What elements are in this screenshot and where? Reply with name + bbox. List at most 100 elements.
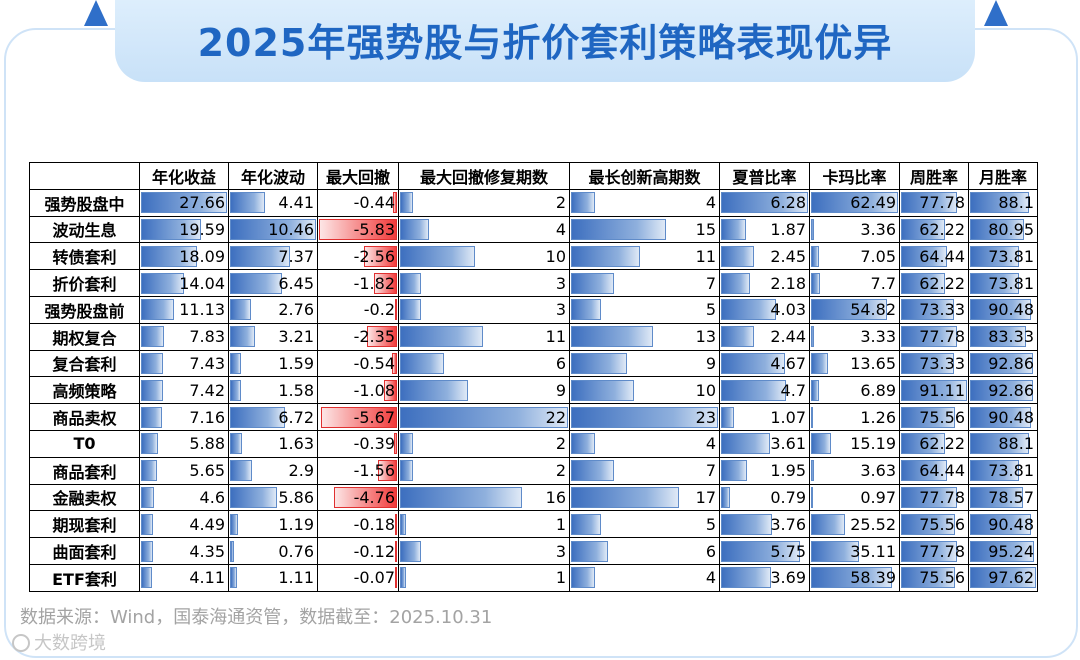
row-label: T0 [29,429,140,458]
data-bar [571,433,595,455]
cell-value: 0.76 [278,541,314,561]
data-bar [970,245,1020,267]
data-cell: 77.78 [899,483,969,512]
cell-value: 5 [705,514,716,534]
cell-value: 62.22 [919,219,965,239]
data-bar [811,218,814,240]
data-cell: 6.28 [719,188,810,217]
cell-value: 14.04 [179,273,225,293]
data-bar [901,406,956,428]
cell-value: 88.1 [998,434,1034,454]
cell-value: 7.37 [278,246,314,266]
data-bar [141,272,184,294]
data-cell: 7 [569,269,720,297]
data-bar [571,540,608,562]
column-header-5: 最长创新高期数 [569,162,720,190]
data-bar [721,567,772,589]
data-cell: 5.88 [139,429,229,458]
negative-data-bar [366,326,397,348]
data-cell: 75.56 [899,563,969,592]
data-bar [230,192,266,214]
cell-value: 2 [555,193,566,213]
cell-value: 73.81 [988,273,1034,293]
cell-value: 75.56 [919,568,965,588]
data-bar [901,433,946,455]
data-cell: 90.48 [968,510,1038,539]
data-bar [901,245,948,267]
cell-value: 10 [695,380,716,400]
row-label: ETF套利 [29,563,140,592]
data-cell: 5 [569,510,720,539]
data-bar [230,460,253,482]
cell-value: 0.79 [770,487,806,507]
data-bar [721,406,735,428]
data-bar [230,218,316,240]
data-cell: 1.63 [228,429,318,458]
data-cell: 95.24 [968,537,1038,565]
negative-data-bar [319,218,397,240]
column-header-3: 最大回撤 [317,162,399,190]
cell-value: 3.61 [770,434,806,454]
data-cell: 7.42 [139,376,229,405]
data-cell: 1.26 [809,403,900,431]
table-row: 转债套利 18.09 7.37 -2.56 10 11 2.45 7.05 64.44 73.81 [29,242,1038,271]
data-cell: 92.86 [968,349,1038,378]
data-bar [970,540,1035,562]
data-cell: 13.65 [809,349,900,378]
cell-value: 77.78 [919,193,965,213]
data-bar [400,272,422,294]
data-cell: 4.67 [719,349,810,378]
data-cell: 1 [398,510,570,539]
row-label: 商品套利 [29,456,140,485]
cell-value: 1.63 [278,434,314,454]
cell-value: 2 [555,461,566,481]
data-bar [400,513,406,535]
cell-value: 15.19 [850,434,896,454]
data-cell: 64.44 [899,456,969,485]
cell-value: 54.82 [850,300,896,320]
cell-value: -2.35 [353,327,395,347]
cell-value: -1.08 [353,380,395,400]
cell-value: -0.44 [353,193,395,213]
negative-data-bar [393,433,397,455]
data-cell: 62.22 [899,215,969,244]
cell-value: 4.6 [199,487,225,507]
data-cell: 3.69 [719,563,810,592]
data-bar [141,433,158,455]
cell-value: 13 [695,327,716,347]
cell-value: 1 [555,568,566,588]
column-header-4: 最大回撤修复期数 [398,162,570,190]
data-cell: 80.95 [968,215,1038,244]
cell-value: 75.56 [919,407,965,427]
column-header-9: 月胜率 [968,162,1038,190]
data-cell: 7.43 [139,349,229,378]
cell-value: 92.86 [988,353,1034,373]
cell-value: 10 [545,246,566,266]
data-bar [811,272,820,294]
data-bar [400,486,522,508]
row-label: 商品卖权 [29,403,140,431]
data-cell: 6.45 [228,269,318,297]
data-bar [970,272,1020,294]
data-cell: 2.45 [719,242,810,271]
data-bar [811,513,846,535]
cell-value: 3.63 [860,461,896,481]
data-cell: -0.18 [317,510,399,539]
data-cell: 58.39 [809,563,900,592]
data-cell: 77.78 [899,322,969,351]
table-row: 商品套利 5.65 2.9 -1.56 2 7 1.95 3.63 64.44 73.81 [29,456,1038,485]
data-cell: 6 [398,349,570,378]
data-cell: 11 [569,242,720,271]
data-bar [721,218,746,240]
cell-value: -0.07 [353,568,395,588]
cell-value: 7.42 [189,380,225,400]
cell-value: 6.72 [278,407,314,427]
data-cell: 6.89 [809,376,900,405]
data-bar [571,352,628,374]
cell-value: 22 [545,407,566,427]
watermark-text: 大数跨境 [34,633,106,654]
data-bar [970,218,1025,240]
cell-value: 15 [695,219,716,239]
data-bar [811,352,829,374]
data-bar [721,192,808,214]
